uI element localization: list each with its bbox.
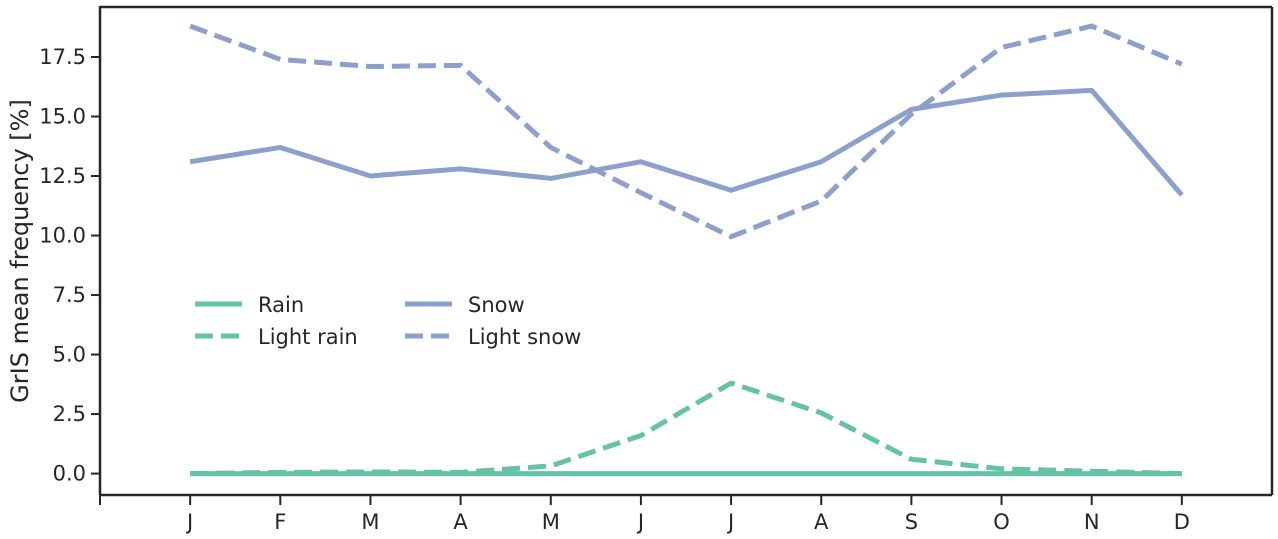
legend-label-rain: Rain: [258, 293, 304, 317]
y-tick-label: 12.5: [39, 164, 86, 188]
y-tick-label: 0.0: [53, 462, 86, 486]
y-tick-label: 5.0: [53, 343, 86, 367]
y-tick-label: 15.0: [39, 105, 86, 129]
x-tick-label: O: [993, 510, 1010, 534]
legend-label-light-snow: Light snow: [468, 325, 581, 349]
x-tick-label: M: [361, 510, 379, 534]
y-tick-label: 17.5: [39, 45, 86, 69]
x-tick-label: A: [453, 510, 468, 534]
series-line-snow: [189, 87, 1184, 197]
x-tick-label: J: [636, 510, 644, 534]
x-tick-label: F: [274, 510, 286, 534]
x-tick-label: S: [905, 510, 918, 534]
x-tick-label: D: [1174, 510, 1190, 534]
series-line-light-snow: [189, 23, 1183, 240]
legend-label-light-rain: Light rain: [258, 325, 358, 349]
legend: Rain Light rain Snow Light snow: [195, 293, 581, 349]
y-tick-label: 10.0: [39, 224, 86, 248]
x-tick-label: M: [542, 510, 560, 534]
x-tick-label: J: [726, 510, 734, 534]
y-tick-label: 7.5: [53, 283, 86, 307]
series-line-light-rain: [190, 380, 1182, 477]
y-axis-title: GrIS mean frequency [%]: [6, 99, 34, 403]
axes-layer: 0.0 2.5 5.0 7.5 10.0 12.5 15.0 17.5 J F M A M J J A S O N D: [39, 5, 1274, 534]
legend-label-snow: Snow: [468, 293, 525, 317]
x-tick-label: N: [1084, 510, 1100, 534]
x-tick-label: J: [185, 510, 193, 534]
y-tick-label: 2.5: [53, 402, 86, 426]
x-tick-label: A: [814, 510, 829, 534]
series-layer: [189, 23, 1184, 477]
